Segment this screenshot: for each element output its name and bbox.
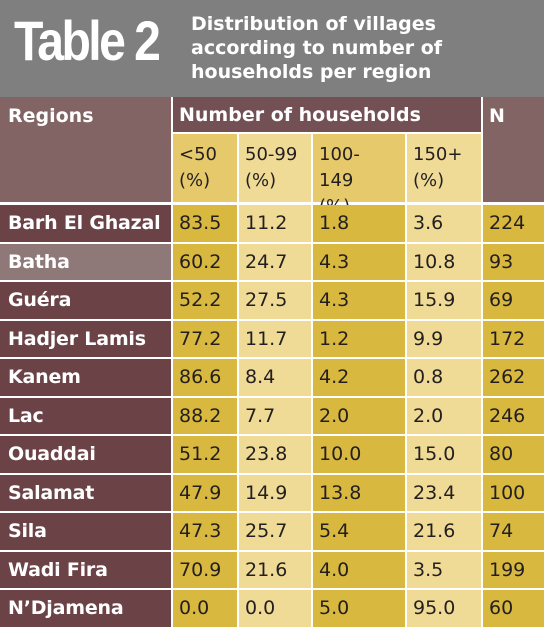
- table-body: Barh El Ghazal 83.5 11.2 1.8 3.6 224 Batha 60.2…: [0, 205, 544, 629]
- table-row: Batha 60.2 24.7 4.3 10.8 93: [0, 243, 544, 282]
- value-150plus: 21.6: [407, 513, 483, 552]
- value-n: 262: [483, 359, 544, 398]
- value-n: 74: [483, 513, 544, 552]
- subheader-100-149: 100-149 (%): [313, 134, 407, 217]
- value-100-149: 1.8: [313, 205, 407, 244]
- value-50-99: 27.5: [239, 282, 313, 321]
- value-n: 246: [483, 397, 544, 436]
- table-row: N’Djamena 0.0 0.0 5.0 95.0 60: [0, 590, 544, 629]
- value-150plus: 9.9: [407, 320, 483, 359]
- value-n: 80: [483, 436, 544, 475]
- region-cell: Salamat: [0, 474, 173, 513]
- value-150plus: 3.5: [407, 551, 483, 590]
- table-caption: Distribution of villages according to nu…: [191, 13, 443, 83]
- header-number-of-households: Number of households: [173, 97, 483, 134]
- value-lt50: 83.5: [173, 205, 239, 244]
- value-lt50: 70.9: [173, 551, 239, 590]
- subheader-150plus: 150+ (%): [407, 134, 483, 202]
- value-50-99: 24.7: [239, 243, 313, 282]
- value-100-149: 5.0: [313, 590, 407, 629]
- table-row: Sila 47.3 25.7 5.4 21.6 74: [0, 513, 544, 552]
- value-150plus: 0.8: [407, 359, 483, 398]
- value-50-99: 14.9: [239, 474, 313, 513]
- value-100-149: 10.0: [313, 436, 407, 475]
- value-50-99: 21.6: [239, 551, 313, 590]
- value-100-149: 4.3: [313, 282, 407, 321]
- table-row: Kanem 86.6 8.4 4.2 0.8 262: [0, 359, 544, 398]
- value-lt50: 47.3: [173, 513, 239, 552]
- region-cell: Wadi Fira: [0, 551, 173, 590]
- value-100-149: 4.3: [313, 243, 407, 282]
- region-cell: Hadjer Lamis: [0, 320, 173, 359]
- header-regions: Regions: [0, 97, 173, 202]
- region-cell: Sila: [0, 513, 173, 552]
- value-50-99: 7.7: [239, 397, 313, 436]
- table-row: Hadjer Lamis 77.2 11.7 1.2 9.9 172: [0, 320, 544, 359]
- region-cell: Guéra: [0, 282, 173, 321]
- value-lt50: 77.2: [173, 320, 239, 359]
- region-cell: Ouaddai: [0, 436, 173, 475]
- value-n: 60: [483, 590, 544, 629]
- subheader-50-99: 50-99 (%): [239, 134, 313, 202]
- header-n: N: [483, 97, 544, 202]
- value-150plus: 2.0: [407, 397, 483, 436]
- region-cell: Kanem: [0, 359, 173, 398]
- value-100-149: 5.4: [313, 513, 407, 552]
- value-100-149: 13.8: [313, 474, 407, 513]
- value-50-99: 23.8: [239, 436, 313, 475]
- value-100-149: 1.2: [313, 320, 407, 359]
- value-lt50: 88.2: [173, 397, 239, 436]
- value-n: 199: [483, 551, 544, 590]
- value-150plus: 10.8: [407, 243, 483, 282]
- value-150plus: 23.4: [407, 474, 483, 513]
- value-150plus: 15.0: [407, 436, 483, 475]
- table-row: Guéra 52.2 27.5 4.3 15.9 69: [0, 282, 544, 321]
- value-lt50: 86.6: [173, 359, 239, 398]
- value-50-99: 11.7: [239, 320, 313, 359]
- table-row: Barh El Ghazal 83.5 11.2 1.8 3.6 224: [0, 205, 544, 244]
- value-50-99: 8.4: [239, 359, 313, 398]
- value-lt50: 0.0: [173, 590, 239, 629]
- value-50-99: 11.2: [239, 205, 313, 244]
- region-cell: N’Djamena: [0, 590, 173, 629]
- title-banner: Table 2 Distribution of villages accordi…: [0, 0, 544, 97]
- value-n: 93: [483, 243, 544, 282]
- value-lt50: 51.2: [173, 436, 239, 475]
- value-lt50: 52.2: [173, 282, 239, 321]
- table-row: Wadi Fira 70.9 21.6 4.0 3.5 199: [0, 551, 544, 590]
- table-row: Lac 88.2 7.7 2.0 2.0 246: [0, 397, 544, 436]
- value-50-99: 0.0: [239, 590, 313, 629]
- value-100-149: 4.2: [313, 359, 407, 398]
- value-n: 224: [483, 205, 544, 244]
- value-150plus: 3.6: [407, 205, 483, 244]
- region-cell: Lac: [0, 397, 173, 436]
- value-lt50: 47.9: [173, 474, 239, 513]
- value-n: 172: [483, 320, 544, 359]
- value-50-99: 25.7: [239, 513, 313, 552]
- region-cell: Batha: [0, 243, 173, 282]
- table-row: Salamat 47.9 14.9 13.8 23.4 100: [0, 474, 544, 513]
- table-number-title: Table 2: [14, 9, 161, 72]
- value-150plus: 15.9: [407, 282, 483, 321]
- value-n: 69: [483, 282, 544, 321]
- value-n: 100: [483, 474, 544, 513]
- table-row: Ouaddai 51.2 23.8 10.0 15.0 80: [0, 436, 544, 475]
- value-lt50: 60.2: [173, 243, 239, 282]
- value-150plus: 95.0: [407, 590, 483, 629]
- subheader-lt50: <50 (%): [173, 134, 239, 202]
- region-cell: Barh El Ghazal: [0, 205, 173, 244]
- value-100-149: 2.0: [313, 397, 407, 436]
- value-100-149: 4.0: [313, 551, 407, 590]
